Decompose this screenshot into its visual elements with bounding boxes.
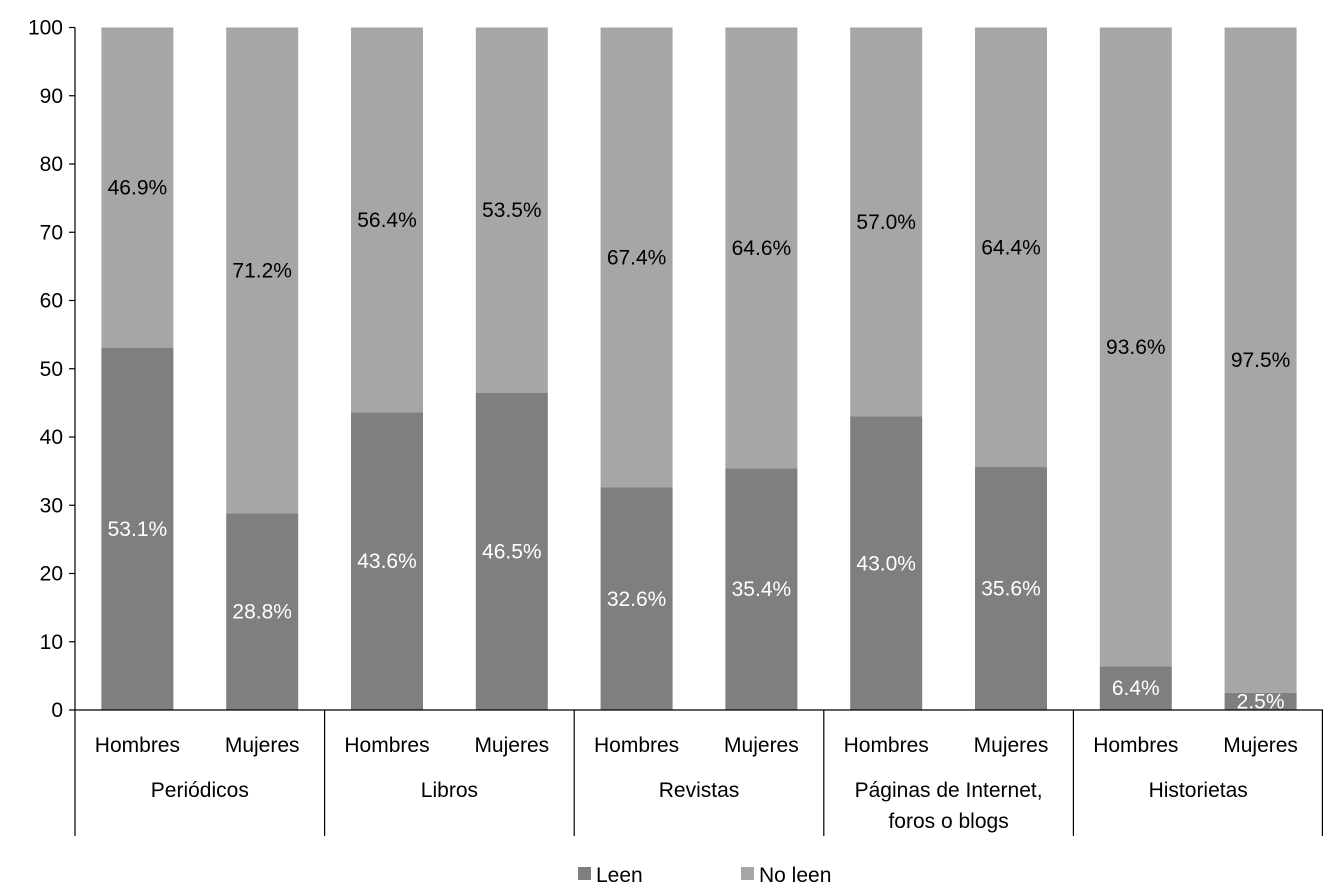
bar-no-leen-libros-hombres [351, 27, 423, 413]
bar-no-leen-revistas-hombres [600, 27, 673, 488]
x-tick-label: Hombres [594, 734, 679, 757]
x-tick-label: Mujeres [724, 734, 799, 757]
data-label-no-leen: 64.6% [732, 237, 792, 260]
bar-leen-revistas-hombres [600, 487, 673, 710]
x-tick-label: Mujeres [1223, 734, 1298, 757]
group-label: Páginas de Internet, foros o blogs [855, 779, 1043, 833]
bar-leen-revistas-mujeres [725, 468, 798, 710]
y-tick-label: 50 [40, 358, 63, 381]
data-label-no-leen: 93.6% [1106, 336, 1166, 359]
bar-no-leen-paginas-de-internet-foros-o-blogs-hombres [850, 27, 923, 417]
y-tick-label: 100 [28, 17, 63, 40]
bar-leen-paginas-de-internet-foros-o-blogs-mujeres [975, 467, 1047, 710]
y-tick-label: 40 [40, 426, 63, 449]
x-tick-label: Hombres [1093, 734, 1178, 757]
x-tick-label: Mujeres [225, 734, 300, 757]
axes-layer: 0 10 20 30 40 50 60 70 80 90 100 Hombres Mujeres Homb… [28, 17, 1323, 836]
x-tick-label: Mujeres [474, 734, 549, 757]
bar-no-leen-revistas-mujeres [725, 27, 798, 469]
bar-no-leen-historietas-hombres [1099, 27, 1172, 667]
data-label-no-leen: 67.4% [607, 247, 667, 270]
bar-no-leen-periodicos-mujeres [226, 27, 299, 514]
data-label-leen: 28.8% [232, 601, 292, 624]
data-labels-layer: 53.1% 46.9% 28.8% 71.2% 43.6% 56.4% 46.5% 53.5%… [108, 177, 1291, 714]
bar-leen-paginas-de-internet-foros-o-blogs-hombres [850, 416, 923, 710]
group-label: Historietas [1149, 779, 1248, 802]
y-tick-label: 30 [40, 494, 63, 517]
bar-no-leen-libros-mujeres [475, 27, 548, 393]
bar-no-leen-historietas-mujeres [1224, 27, 1297, 693]
data-label-leen: 35.4% [732, 578, 792, 601]
bar-leen-periodicos-mujeres [226, 513, 299, 710]
data-label-leen: 2.5% [1237, 690, 1285, 713]
y-tick-label: 60 [40, 290, 63, 313]
bar-leen-historietas-mujeres [1224, 692, 1297, 710]
data-label-leen: 32.6% [607, 588, 667, 611]
legend: Leen No leen [578, 864, 831, 887]
legend-label-no-leen: No leen [759, 864, 831, 887]
data-label-no-leen: 46.9% [108, 177, 168, 200]
bar-leen-libros-mujeres [475, 392, 548, 710]
y-tick-label: 0 [51, 699, 63, 722]
data-label-no-leen: 56.4% [357, 209, 417, 232]
data-label-no-leen: 71.2% [232, 259, 292, 282]
x-tick-label: Hombres [95, 734, 180, 757]
data-label-leen: 43.6% [357, 550, 417, 573]
x-tick-label: Hombres [344, 734, 429, 757]
bar-leen-libros-hombres [351, 412, 423, 710]
data-label-leen: 35.6% [981, 578, 1041, 601]
data-label-no-leen: 97.5% [1231, 349, 1291, 372]
data-label-leen: 6.4% [1112, 677, 1160, 700]
y-tick-label: 90 [40, 85, 63, 108]
legend-swatch-no-leen [741, 867, 754, 880]
group-label: Libros [421, 779, 478, 802]
y-tick-label: 10 [40, 631, 63, 654]
x-tick-label: Hombres [844, 734, 929, 757]
data-label-leen: 53.1% [108, 518, 168, 541]
bar-leen-periodicos-hombres [101, 347, 174, 710]
data-label-no-leen: 64.4% [981, 236, 1041, 259]
legend-swatch-leen [578, 867, 591, 880]
bar-leen-historietas-hombres [1099, 666, 1172, 710]
data-label-no-leen: 53.5% [482, 199, 542, 222]
legend-label-leen: Leen [596, 864, 643, 887]
group-label: Revistas [659, 779, 740, 802]
y-tick-label: 20 [40, 563, 63, 586]
bar-no-leen-paginas-de-internet-foros-o-blogs-mujeres [975, 27, 1047, 468]
data-label-leen: 46.5% [482, 540, 542, 563]
y-tick-label: 70 [40, 221, 63, 244]
data-label-no-leen: 57.0% [856, 211, 916, 234]
y-tick-label: 80 [40, 153, 63, 176]
bars-layer [101, 27, 1297, 710]
bar-no-leen-periodicos-hombres [101, 27, 174, 348]
group-label: Periódicos [151, 779, 249, 802]
data-label-leen: 43.0% [856, 552, 916, 575]
x-tick-label: Mujeres [974, 734, 1049, 757]
